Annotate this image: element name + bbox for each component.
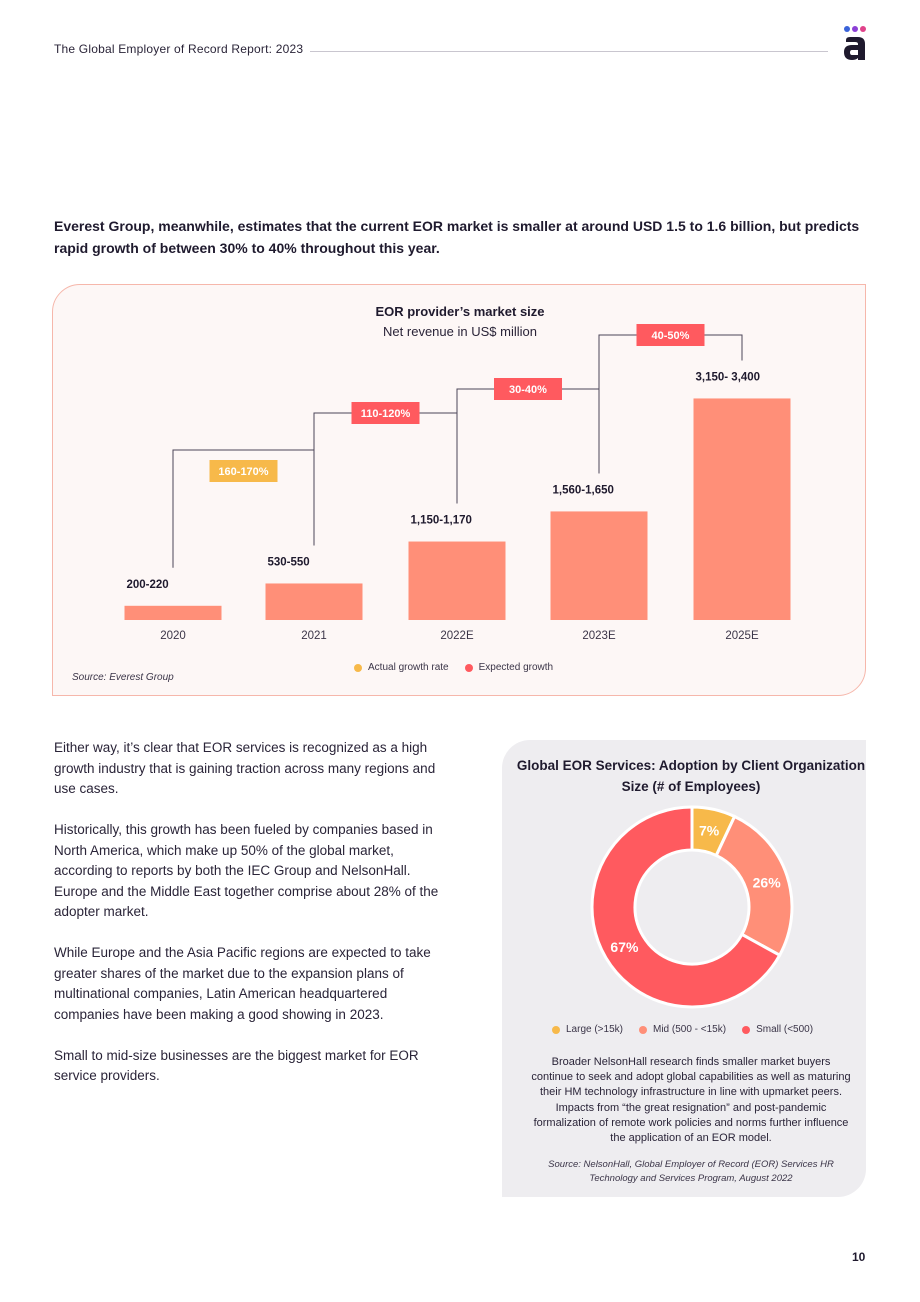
adoption-donut-chart: 7% 26% 67% <box>590 805 794 1009</box>
x-tick-label: 2023E <box>582 630 616 642</box>
growth-badge-label: 110-120% <box>361 408 411 420</box>
growth-badge-expected <box>351 402 420 424</box>
legend-label-expected: Expected growth <box>478 662 554 673</box>
growth-badge-expected <box>494 378 562 400</box>
legend-label-actual: Actual growth rate <box>368 662 449 673</box>
x-tick-label: 2020 <box>160 630 186 642</box>
legend-dot-actual <box>354 663 362 672</box>
legend-item-expected: Expected growth <box>464 662 554 673</box>
donut-chart-description: Broader NelsonHall research finds smalle… <box>531 1056 851 1145</box>
donut-slice-label: 7% <box>699 822 720 838</box>
bar-chart-source: Source: Everest Group <box>72 672 174 683</box>
intro-paragraph: Everest Group, meanwhile, estimates that… <box>54 218 860 256</box>
legend-dot-large <box>552 1025 560 1034</box>
bar-2022E <box>408 541 506 620</box>
legend-item-actual: Actual growth rate <box>354 662 449 673</box>
bar-2025E <box>693 398 791 620</box>
market-size-bar-chart: EOR provider’s market size Net revenue in… <box>124 304 791 642</box>
x-tick-label: 2022E <box>440 630 474 642</box>
donut-slice-label: 67% <box>610 939 639 955</box>
bar-value-label: 530-550 <box>268 556 310 568</box>
bar-value-label: 1,560-1,650 <box>553 484 614 496</box>
growth-badge-actual <box>209 460 278 482</box>
bar-value-label: 3,150- 3,400 <box>696 371 761 383</box>
bar-2023E <box>550 511 648 620</box>
bar-chart-title: EOR provider’s market size <box>375 304 544 319</box>
bar-2020 <box>124 605 222 620</box>
page-number: 10 <box>852 1250 866 1264</box>
body-text: Either way, it’s clear that EOR services… <box>54 738 444 1107</box>
report-title: The Global Employer of Record Report: 20… <box>54 42 304 56</box>
donut-slice-small <box>590 805 782 1009</box>
growth-badge-label: 40-50% <box>652 330 690 342</box>
body-paragraph: Small to mid-size businesses are the big… <box>54 1047 419 1084</box>
legend-item-mid: Mid (500 - <15k) <box>638 1024 727 1035</box>
body-paragraph: Either way, it’s clear that EOR services… <box>54 740 436 796</box>
donut-chart-source: Source: NelsonHall, Global Employer of R… <box>548 1159 834 1184</box>
bar-chart-subtitle: Net revenue in US$ million <box>383 324 537 339</box>
donut-chart-legend: Large (>15k) Mid (500 - <15k) Small (<50… <box>552 1024 813 1035</box>
bar-chart-legend: Actual growth rate Expected growth <box>354 662 553 673</box>
body-paragraph: While Europe and the Asia Pacific region… <box>54 945 431 1022</box>
donut-chart-title: Global EOR Services: Adoption by Client … <box>516 758 866 794</box>
legend-item-large: Large (>15k) <box>552 1024 623 1035</box>
legend-label-mid: Mid (500 - <15k) <box>652 1024 727 1035</box>
header-divider <box>310 51 828 52</box>
donut-slice-mid <box>714 814 794 958</box>
legend-dot-mid <box>638 1025 647 1034</box>
legend-dot-expected <box>464 663 473 672</box>
x-tick-label: 2021 <box>301 630 327 642</box>
legend-label-large: Large (>15k) <box>566 1024 623 1035</box>
bar-2021 <box>265 583 363 620</box>
legend-dot-small <box>742 1025 751 1034</box>
donut-slice-label: 26% <box>753 875 782 891</box>
legend-label-small: Small (<500) <box>756 1024 814 1035</box>
growth-badge-label: 160-170% <box>218 466 268 478</box>
bar-value-label: 1,150-1,170 <box>411 515 472 527</box>
market-size-chart-panel: EOR provider’s market size Net revenue in… <box>52 284 866 696</box>
body-paragraph: Historically, this growth has been fuele… <box>54 822 439 919</box>
growth-badge-label: 30-40% <box>509 384 547 396</box>
bar-value-label: 200-220 <box>127 579 169 591</box>
x-tick-label: 2025E <box>725 630 759 642</box>
legend-item-small: Small (<500) <box>742 1024 813 1035</box>
growth-badge-expected <box>636 324 705 346</box>
brand-logo-icon <box>844 26 866 60</box>
